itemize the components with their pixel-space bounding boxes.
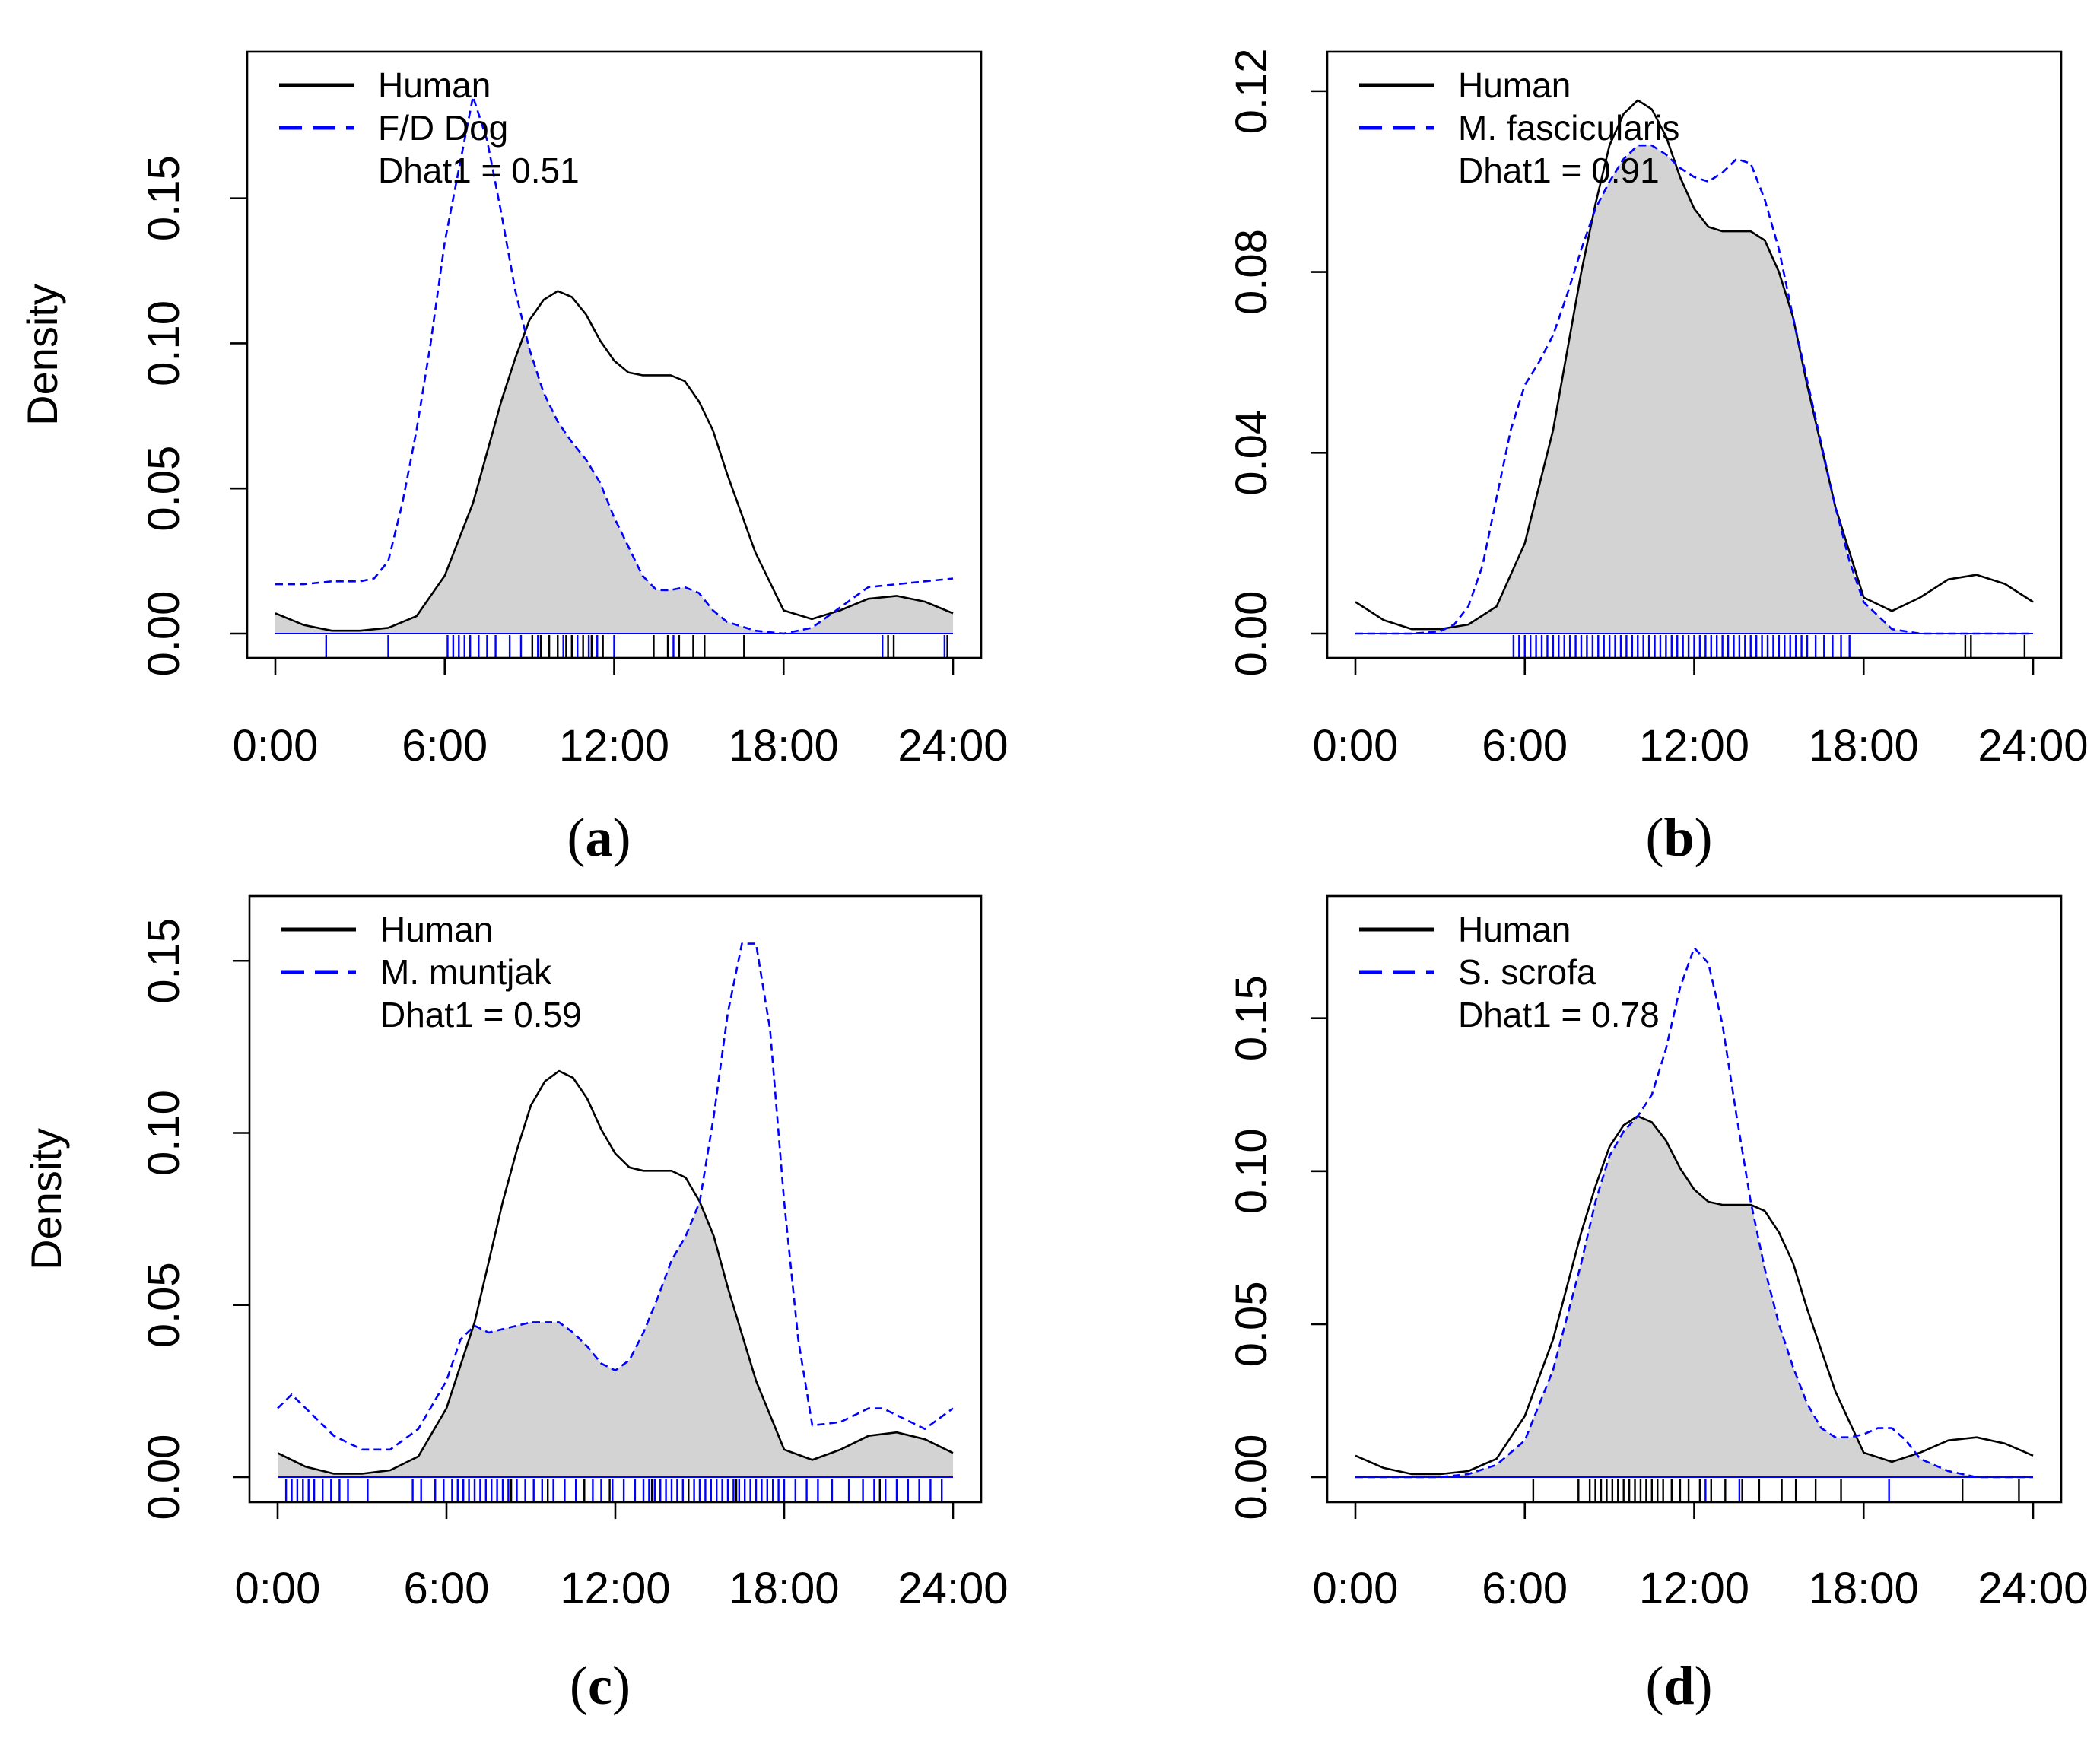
series-line-human: [277, 1069, 954, 1475]
legend-overlap-estimate: Dhat1 = 0.51: [378, 151, 580, 190]
y-tick-label: 0.15: [139, 918, 189, 1004]
x-tick-label: 24:00: [1978, 721, 2088, 771]
overlap-area: [1355, 145, 2033, 634]
legend-overlap-estimate: Dhat1 = 0.78: [1458, 995, 1660, 1034]
x-tick-label: 12:00: [1639, 1564, 1749, 1613]
y-tick-label: 0.00: [1227, 1435, 1276, 1520]
y-tick-label: 0.12: [1227, 48, 1276, 134]
panel-label-open: (: [570, 1655, 588, 1716]
x-tick-label: 6:00: [1482, 721, 1568, 771]
chart-panel-c: 0:00 6:00 12:00 18:00 24:00 0.00 0.05 0.10 0.15 D…: [22, 894, 1009, 1716]
panel-label-letter: a: [586, 807, 613, 868]
legend-label-human: Human: [378, 65, 491, 105]
y-tick-label: 0.05: [139, 446, 189, 532]
panel-label-close: ): [1695, 807, 1713, 868]
x-tick-label: 0:00: [235, 1564, 321, 1613]
panel-label-letter: d: [1663, 1655, 1694, 1716]
x-tick-label: 12:00: [560, 1564, 670, 1613]
chart-panel-d: 0:00 6:00 12:00 18:00 24:00 0.00 0.05 0.10 0.15 H…: [1227, 894, 2089, 1716]
panel-label-close: ): [1695, 1655, 1713, 1716]
x-tick-label: 24:00: [1978, 1564, 2088, 1613]
panel-label: (d): [1645, 1655, 1712, 1716]
series-line-species: [277, 942, 954, 1451]
panel-label-letter: c: [588, 1655, 612, 1716]
legend-overlap-estimate: Dhat1 = 0.91: [1458, 151, 1660, 190]
x-tick-label: 6:00: [402, 721, 488, 771]
x-tick-label: 18:00: [1809, 721, 1919, 771]
y-tick-label: 0.08: [1227, 229, 1276, 315]
legend-label-human: Human: [1458, 910, 1571, 949]
legend-overlap-estimate: Dhat1 = 0.59: [380, 995, 582, 1034]
x-tick-label: 12:00: [559, 721, 669, 771]
legend-label-species: M. muntjak: [380, 952, 552, 992]
panel-label-letter: b: [1663, 807, 1694, 868]
y-tick-label: 0.00: [139, 591, 189, 677]
x-tick-label: 24:00: [898, 721, 1008, 771]
panel-label-open: (: [1645, 1655, 1663, 1716]
legend-label-human: Human: [1458, 65, 1571, 105]
y-axis-title: Density: [22, 1128, 70, 1270]
series-line-human: [275, 290, 954, 632]
y-tick-label: 0.05: [139, 1262, 189, 1348]
y-tick-label: 0.15: [139, 155, 189, 241]
overlap-area: [275, 335, 953, 634]
y-tick-label: 0.10: [139, 300, 189, 386]
x-tick-label: 12:00: [1639, 721, 1749, 771]
x-tick-label: 18:00: [729, 1564, 839, 1613]
x-tick-label: 18:00: [729, 721, 839, 771]
panel-label: (b): [1645, 807, 1712, 868]
series-line-species: [1355, 946, 2033, 1479]
legend-label-human: Human: [380, 910, 493, 949]
x-tick-label: 0:00: [1313, 1564, 1399, 1613]
series-line-human: [1355, 99, 2034, 631]
x-tick-label: 18:00: [1809, 1564, 1919, 1613]
panel-label: (c): [570, 1655, 631, 1716]
panel-label: (a): [567, 807, 631, 868]
y-tick-label: 0.10: [139, 1090, 189, 1176]
panel-label-close: ): [612, 1655, 631, 1716]
y-tick-label: 0.00: [139, 1435, 189, 1520]
panel-label-close: ): [613, 807, 631, 868]
chart-panel-b: 0:00 6:00 12:00 18:00 24:00 0.00 0.04 0.08 0.12 H…: [1227, 48, 2089, 868]
x-tick-label: 6:00: [1482, 1564, 1568, 1613]
legend-label-species: F/D Dog: [378, 108, 508, 148]
y-tick-label: 0.15: [1227, 975, 1276, 1061]
y-tick-label: 0.04: [1227, 410, 1276, 496]
y-tick-label: 0.00: [1227, 591, 1276, 677]
overlap-area: [1355, 1116, 2033, 1477]
x-tick-label: 6:00: [404, 1564, 490, 1613]
chart-panel-a: 0:00 6:00 12:00 18:00 24:00 0.00 0.05 0.10 0.15 D…: [18, 50, 1009, 868]
series-line-species: [1355, 144, 2033, 635]
series-line-human: [1355, 1115, 2034, 1476]
panel-label-open: (: [1645, 807, 1663, 868]
y-axis-title: Density: [18, 284, 66, 426]
x-tick-label: 0:00: [233, 721, 319, 771]
overlap-area: [278, 1202, 953, 1477]
x-tick-label: 24:00: [898, 1564, 1008, 1613]
legend-label-species: S. scrofa: [1458, 952, 1596, 992]
y-tick-label: 0.10: [1227, 1128, 1276, 1214]
series-line-species: [275, 95, 954, 635]
y-tick-label: 0.05: [1227, 1281, 1276, 1367]
panel-label-open: (: [567, 807, 586, 868]
legend-label-species: M. fascicularis: [1458, 108, 1679, 148]
x-tick-label: 0:00: [1313, 721, 1399, 771]
